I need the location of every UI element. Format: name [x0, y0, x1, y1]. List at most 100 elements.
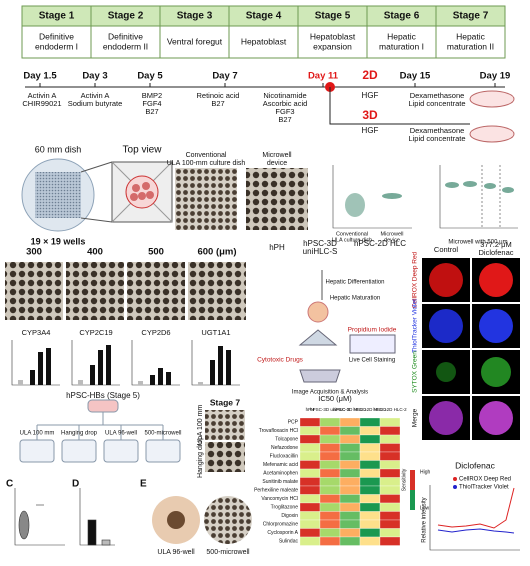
day-label: Day 3 [82, 71, 107, 82]
heat-column: hPH [306, 407, 315, 412]
heat-cell [379, 443, 401, 453]
heat-cell [299, 528, 321, 538]
label: Cytotoxic Drugs [257, 357, 304, 364]
heat-cell [299, 511, 321, 521]
drug-label: Sulindac [279, 538, 299, 544]
heat-cell [299, 434, 321, 444]
heat-cell [339, 494, 361, 504]
label: 377.2 μM [480, 240, 511, 249]
heat-cell [299, 536, 321, 546]
heat-cell [339, 536, 361, 546]
heat-cell [319, 426, 341, 436]
legend-dot [453, 477, 457, 481]
expression-charts [11, 340, 240, 386]
label: Sensitivity [401, 468, 407, 491]
heat-cell [319, 468, 341, 478]
label: Top view [123, 145, 163, 156]
drug-label: Troglitazone [271, 504, 299, 510]
heat-cell [319, 536, 341, 546]
gene-label: UGT1A1 [201, 328, 230, 337]
heat-cell [299, 477, 321, 487]
day-label: Day 11 [308, 71, 339, 82]
label: Lipid concentrate [408, 134, 465, 143]
heat-cell [359, 468, 381, 478]
label: ULA 100 mm [20, 431, 55, 437]
label: Diclofenac [478, 248, 513, 257]
stage-desc: Hepatoblast [241, 36, 287, 46]
label: Low [420, 505, 430, 511]
drug-label: Sunitinib malate [262, 479, 298, 485]
label: 60 mm dish [35, 144, 82, 154]
stage-name: Stage 1 [39, 11, 75, 22]
drug-label: Acetaminophen [263, 470, 298, 476]
heat-cell [359, 460, 381, 470]
heat-cell [339, 417, 361, 427]
label: IC50 (μM) [318, 394, 352, 403]
heat-cell [299, 417, 321, 427]
heat-cell [319, 502, 341, 512]
heat-cell [379, 477, 401, 487]
label: device [267, 160, 287, 167]
label: Microwell [262, 152, 292, 159]
stage-desc: endoderm I [35, 41, 78, 51]
factor: B27 [145, 107, 158, 116]
label: 2D [362, 68, 378, 82]
heat-legend [410, 490, 415, 510]
heat-cell [339, 528, 361, 538]
gene-label: CYP2D6 [141, 328, 170, 337]
heat-cell [299, 502, 321, 512]
stage-desc: Hepatic [456, 31, 486, 41]
heat-cell [379, 417, 401, 427]
heat-cell [339, 485, 361, 495]
factor: Activin A [81, 91, 110, 100]
label: Image Acquisition & Analysis [292, 390, 368, 396]
dish-icon [469, 90, 515, 108]
heat-cell [379, 485, 401, 495]
drug-label: Cyclosporin A [267, 530, 298, 536]
heat-cell [359, 494, 381, 504]
stage-desc-cell [90, 25, 161, 59]
label: Relative intensity [422, 497, 428, 542]
stage-name: Stage 6 [384, 11, 420, 22]
heat-cell [379, 460, 401, 470]
heat-cell [319, 511, 341, 521]
heat-cell [299, 485, 321, 495]
format-schematic [19, 399, 181, 463]
label: hPSC-2D HLC [354, 239, 406, 248]
heat-cell [299, 468, 321, 478]
panel-c-d [14, 488, 115, 546]
label: Hepatic Maturation [330, 296, 380, 302]
stage-name: Stage 2 [108, 11, 144, 22]
heat-cell [299, 519, 321, 529]
factor: Ascorbic acid [263, 99, 308, 108]
heat-column: hPSC-3D HLC-1 [333, 407, 367, 412]
drug-label: Perhexiline maleate [254, 487, 298, 493]
heat-column: hPSC-3D uniHLC-S [310, 407, 350, 412]
label: Microwell with 500 μm [448, 240, 507, 246]
heat-cell [299, 494, 321, 504]
label: hPH [269, 243, 285, 252]
stage-name: Stage 3 [177, 11, 213, 22]
label: 600 (μm) [197, 247, 236, 258]
label: Conventional [186, 152, 227, 159]
day-label: Day 7 [212, 71, 237, 82]
day-label: Day 19 [480, 71, 511, 82]
heat-cell [379, 528, 401, 538]
heat-cell [299, 451, 321, 461]
stage-desc-cell [228, 25, 299, 59]
heat-cell [319, 451, 341, 461]
label: 400 [87, 247, 103, 258]
heat-cell [359, 511, 381, 521]
stage-desc: Definitive [108, 31, 143, 41]
heat-cell [359, 434, 381, 444]
label: Dexamethasone [410, 126, 465, 135]
label: SYTOX Green [412, 351, 419, 393]
factor: Activin A [28, 91, 57, 100]
label: 19 × 19 wells [31, 236, 86, 246]
assay-schematic [298, 270, 396, 383]
heat-cell [339, 468, 361, 478]
label: D [72, 479, 79, 490]
label: HGF [362, 126, 379, 135]
drug-label: Mefenamic acid [263, 462, 298, 468]
heat-cell [379, 468, 401, 478]
